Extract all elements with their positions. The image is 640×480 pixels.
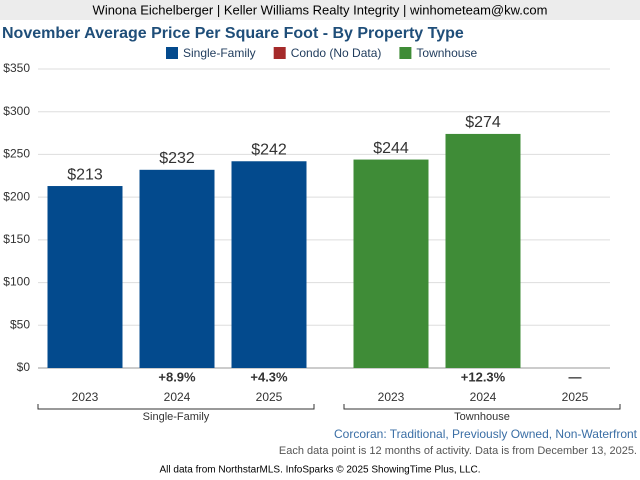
- group-label: Townhouse: [454, 411, 510, 423]
- value-label: $242: [251, 141, 287, 158]
- bar: [445, 133, 521, 368]
- value-label: $244: [373, 140, 409, 157]
- x-tick-label: 2024: [470, 390, 497, 404]
- y-tick-label: $250: [3, 147, 30, 161]
- y-tick-label: $300: [3, 104, 30, 118]
- data-note: Each data point is 12 months of activity…: [279, 445, 637, 457]
- group-bracket: [37, 404, 315, 410]
- header-text: Winona Eichelberger | Keller Williams Re…: [93, 2, 548, 17]
- y-tick-label: $350: [3, 61, 30, 75]
- group-bracket: [343, 404, 621, 410]
- change-label: —: [569, 369, 582, 384]
- x-tick-label: 2025: [562, 390, 589, 404]
- group-label: Single-Family: [143, 411, 210, 423]
- x-tick-label: 2024: [164, 390, 191, 404]
- legend-swatch: [166, 47, 178, 59]
- filter-note: Corcoran: Traditional, Previously Owned,…: [334, 427, 638, 441]
- bar: [47, 186, 123, 368]
- legend-label: Townhouse: [416, 46, 477, 60]
- bar: [231, 161, 307, 368]
- legend-swatch: [273, 47, 286, 59]
- legend-swatch: [399, 47, 412, 59]
- bar: [139, 169, 215, 368]
- y-tick-label: $0: [17, 360, 31, 374]
- x-tick-label: 2023: [378, 390, 405, 404]
- legend-label: Single-Family: [183, 46, 256, 60]
- value-label: $232: [159, 150, 195, 167]
- value-label: $274: [465, 114, 501, 131]
- change-label: +8.9%: [158, 369, 196, 384]
- y-tick-label: $200: [3, 189, 30, 203]
- credit: All data from NorthstarMLS. InfoSparks ©…: [159, 465, 480, 476]
- header-bar: [0, 0, 640, 20]
- change-label: +12.3%: [461, 369, 506, 384]
- y-tick-label: $100: [3, 275, 30, 289]
- chart-title: November Average Price Per Square Foot -…: [2, 25, 464, 42]
- value-label: $213: [67, 166, 103, 183]
- change-label: +4.3%: [250, 369, 288, 384]
- x-tick-label: 2025: [256, 390, 283, 404]
- bar: [353, 159, 429, 368]
- y-tick-label: $150: [3, 232, 30, 246]
- legend-label: Condo (No Data): [291, 46, 382, 60]
- y-tick-label: $50: [10, 317, 30, 331]
- x-tick-label: 2023: [72, 390, 99, 404]
